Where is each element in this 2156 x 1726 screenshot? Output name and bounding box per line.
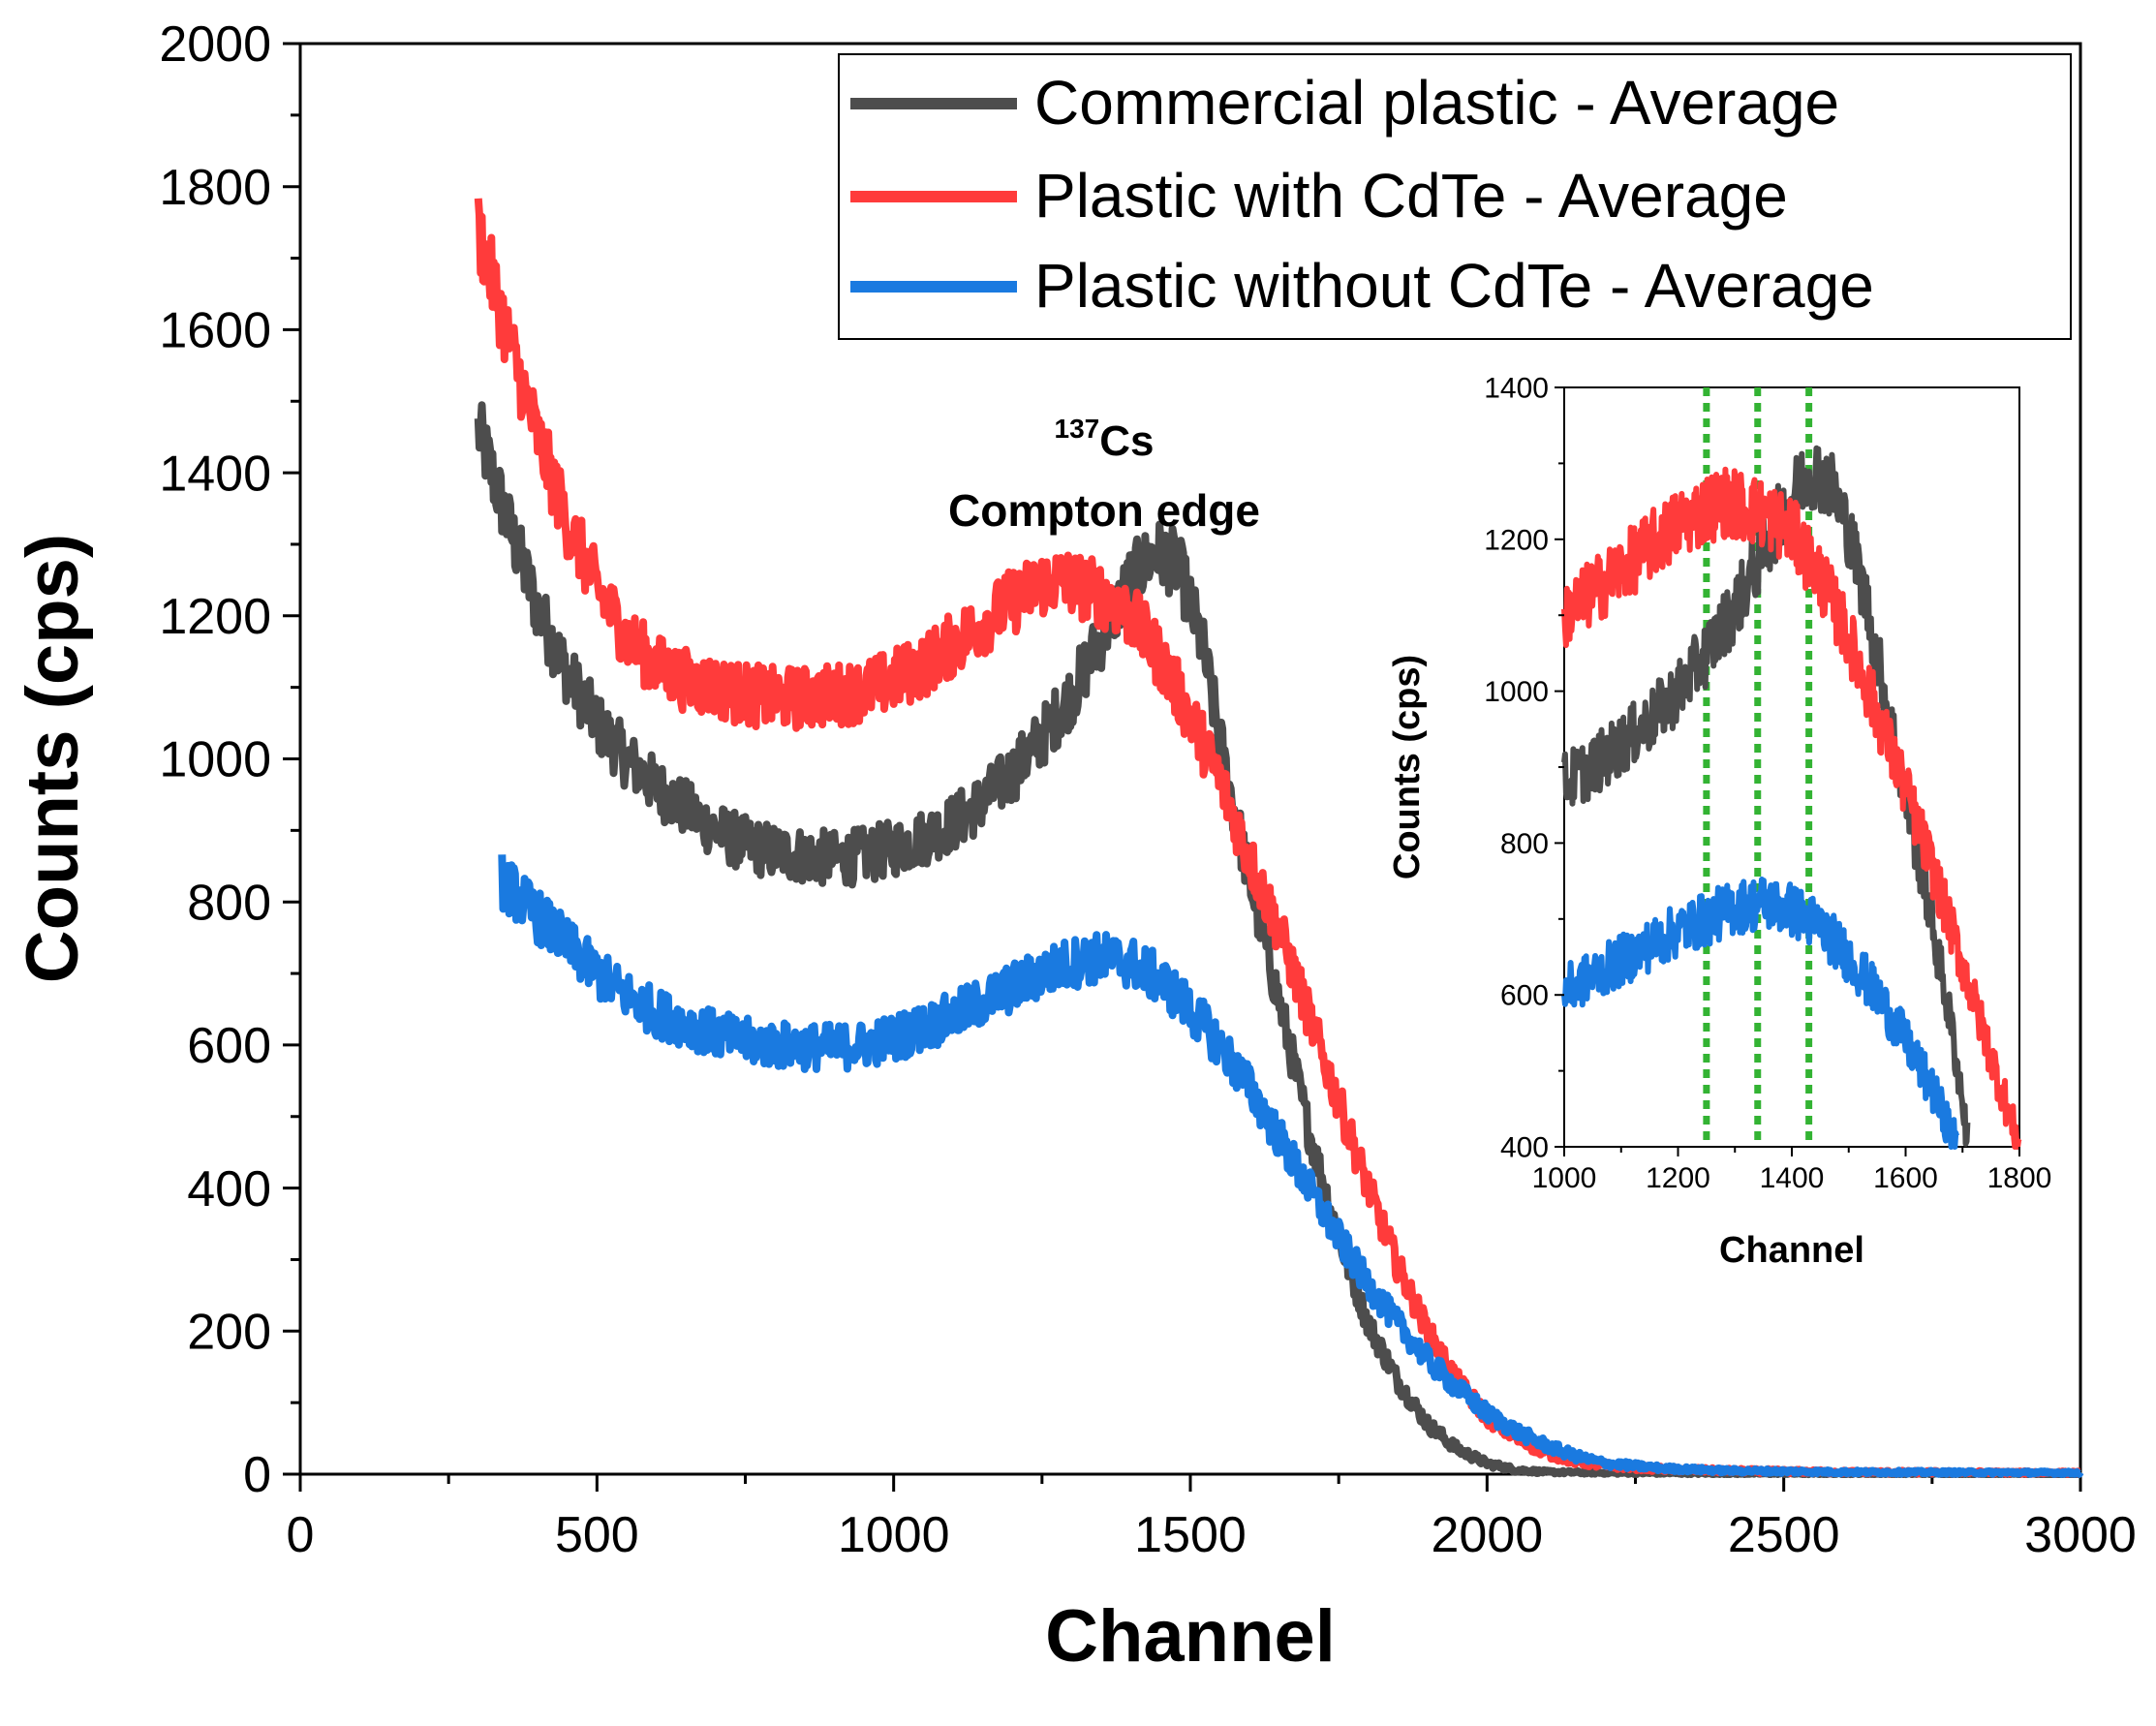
compton-edge-annotation: 137Cs Compton edge [948,414,1260,536]
legend-label-without-cdte: Plastic without CdTe - Average [1034,251,1874,321]
x-tick-label: 1200 [1646,1162,1710,1194]
y-tick-label: 400 [187,1161,271,1217]
inset-plot: 1000 1200 1400 1600 1800 400 600 800 1000 1200 14… [1387,373,2051,1272]
x-tick-label: 3000 [2024,1507,2137,1563]
series-plastic-without-cdte-average [1561,877,1959,1150]
y-tick-label: 1600 [159,303,271,359]
annotation-superscript: 137 [1055,414,1100,444]
y-tick-label: 1200 [1484,524,1549,556]
x-tick-label: 1000 [838,1507,950,1563]
x-tick-label: 1800 [1987,1162,2052,1194]
y-tick-label: 600 [1500,980,1549,1012]
annotation-isotope-symbol: Cs [1099,417,1154,465]
y-tick-label: 1000 [1484,676,1549,708]
legend-label-commercial: Commercial plastic - Average [1034,68,1839,138]
main-x-axis: 0 500 1000 1500 2000 2500 3000 [287,1474,2137,1563]
y-tick-label: 600 [187,1018,271,1074]
x-tick-label: 1500 [1134,1507,1247,1563]
annotation-isotope: 137Cs [1055,414,1155,465]
x-tick-label: 1600 [1873,1162,1938,1194]
legend: Commercial plastic - Average Plastic wit… [838,53,2072,340]
y-tick-label: 800 [1500,828,1549,860]
y-tick-label: 200 [187,1305,271,1361]
y-tick-label: 1400 [1484,373,1549,405]
annotation-line2: Compton edge [948,485,1260,536]
series-plastic-without-cdte-average [498,854,2084,1478]
y-tick-label: 800 [187,875,271,931]
x-tick-label: 2500 [1728,1507,1840,1563]
y-tick-label: 1800 [159,160,271,216]
x-tick-label: 500 [555,1507,639,1563]
y-tick-label: 1000 [159,732,271,788]
x-tick-label: 0 [287,1507,315,1563]
main-y-axis-title: Counts (cps) [12,534,94,983]
main-x-axis-title: Channel [1045,1595,1336,1678]
x-tick-label: 1000 [1532,1162,1597,1194]
legend-box [838,53,2072,340]
inset-x-axis-title: Channel [1719,1230,1864,1271]
inset-y-axis-title: Counts (cps) [1387,655,1428,879]
inset-series-group [1561,445,2022,1150]
y-tick-label: 1200 [159,589,271,645]
series-plastic-with-cdte-average [1561,466,2022,1150]
y-tick-label: 400 [1500,1132,1549,1164]
main-series-group [474,198,2084,1478]
y-tick-label: 1400 [159,446,271,502]
y-tick-label: 2000 [159,16,271,73]
inset-y-axis: 400 600 800 1000 1200 1400 [1484,373,1564,1164]
x-tick-label: 2000 [1431,1507,1543,1563]
inset-x-axis: 1000 1200 1400 1600 1800 [1532,1147,2052,1194]
x-tick-label: 1400 [1760,1162,1825,1194]
main-y-axis: 0 200 400 600 800 1000 1200 1400 1600 1800 2000 [159,16,300,1503]
y-tick-label: 0 [243,1447,271,1503]
legend-label-with-cdte: Plastic with CdTe - Average [1034,161,1788,231]
